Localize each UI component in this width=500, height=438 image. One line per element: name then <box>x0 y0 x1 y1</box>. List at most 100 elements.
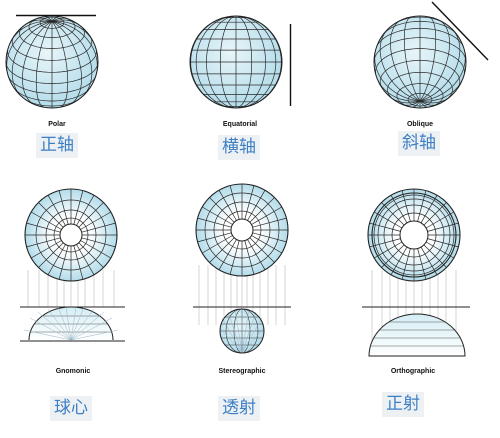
meridian-spoke <box>38 202 64 228</box>
meridian-line <box>403 16 421 102</box>
tangent-plane-line <box>431 1 489 61</box>
label-orthographic: Orthographic <box>390 368 436 375</box>
meridian-spoke <box>202 235 233 254</box>
meridian-line <box>35 21 53 108</box>
meridian-line <box>219 16 237 108</box>
meridian-spoke <box>218 239 237 270</box>
meridian-line <box>11 21 53 98</box>
meridian-line <box>6 21 53 79</box>
meridian-spoke <box>425 241 454 259</box>
meridian-spoke <box>423 202 447 226</box>
meridian-spoke <box>374 211 403 229</box>
meridian-line <box>225 309 259 353</box>
meridian-spoke <box>401 190 411 222</box>
label-polar: Polar <box>48 121 66 128</box>
globe-oblique <box>373 1 489 109</box>
fan-ray <box>70 317 113 341</box>
projection-gnomonic <box>20 188 125 342</box>
label-equatorial-cn: 横轴 <box>218 135 260 160</box>
meridian-line <box>195 16 237 108</box>
meridian-line <box>419 16 437 102</box>
meridian-line <box>390 20 421 102</box>
meridian-spoke <box>252 232 287 243</box>
meridian-spoke <box>249 197 275 223</box>
meridian-line <box>206 16 237 108</box>
meridian-spoke <box>81 237 116 248</box>
meridian-spoke <box>38 242 64 268</box>
meridian-spoke <box>26 237 61 248</box>
meridian-spoke <box>73 190 84 225</box>
meridian-line <box>235 16 277 108</box>
meridian-spoke <box>26 222 61 233</box>
meridian-spoke <box>31 211 62 230</box>
meridian-spoke <box>401 248 411 280</box>
meridian-spoke <box>251 235 282 254</box>
meridian-spoke <box>247 239 266 270</box>
meridian-line <box>233 309 251 353</box>
fan-ray <box>241 311 257 354</box>
meridian-line <box>22 21 53 105</box>
meridian-line <box>419 28 461 102</box>
meridian-spoke <box>197 217 232 228</box>
fan-ray <box>37 311 72 341</box>
label-gnomonic: Gnomonic <box>55 368 91 375</box>
meridian-line <box>419 20 450 102</box>
meridian-spoke <box>369 238 401 248</box>
meridian-line <box>379 28 421 102</box>
meridian-spoke <box>244 240 255 275</box>
fan-ray <box>70 308 95 341</box>
meridian-spoke <box>76 244 95 275</box>
meridian-spoke <box>81 222 116 233</box>
meridian-spoke <box>80 211 111 230</box>
label-oblique-cn: 斜轴 <box>398 131 440 156</box>
label-orthographic-cn: 正射 <box>382 392 424 417</box>
meridian-spoke <box>76 195 95 226</box>
projection-stereographic <box>193 183 291 354</box>
meridian-spoke <box>249 237 275 263</box>
meridian-line <box>51 21 69 108</box>
meridian-line <box>51 21 98 79</box>
meridian-spoke <box>197 232 232 243</box>
label-stereographic: Stereographic <box>218 368 266 375</box>
meridian-spoke <box>417 248 427 280</box>
meridian-spoke <box>58 245 69 280</box>
meridian-spoke <box>209 237 235 263</box>
meridian-spoke <box>427 222 459 232</box>
meridian-spoke <box>425 211 454 229</box>
meridian-spoke <box>381 202 405 226</box>
meridian-spoke <box>247 190 266 221</box>
meridian-spoke <box>390 246 408 275</box>
meridian-spoke <box>423 244 447 268</box>
meridian-line <box>374 47 421 102</box>
fan-ray <box>70 306 77 341</box>
meridian-spoke <box>47 244 66 275</box>
meridian-spoke <box>369 222 401 232</box>
fan-ray <box>65 306 72 341</box>
meridian-line <box>419 77 464 102</box>
meridian-line <box>235 16 266 108</box>
meridian-spoke <box>78 242 104 268</box>
fan-ray <box>241 327 265 354</box>
meridian-spoke <box>209 197 235 223</box>
meridian-spoke <box>420 246 438 275</box>
meridian-spoke <box>58 190 69 225</box>
meridian-spoke <box>218 190 237 221</box>
fan-ray <box>57 306 72 341</box>
globe-equatorial <box>189 15 292 109</box>
meridian-spoke <box>31 240 62 259</box>
fan-ray <box>241 308 250 354</box>
fan-ray <box>221 317 243 354</box>
meridian-spoke <box>80 240 111 259</box>
meridian-spoke <box>252 217 287 228</box>
meridian-spoke <box>202 206 233 225</box>
label-equatorial: Equatorial <box>222 121 258 128</box>
globe-polar <box>5 14 99 109</box>
label-polar-cn: 正轴 <box>36 133 78 158</box>
label-oblique: Oblique <box>406 121 434 128</box>
meridian-line <box>235 16 253 108</box>
meridian-spoke <box>417 190 427 222</box>
meridian-spoke <box>420 195 438 224</box>
projection-orthographic <box>362 188 470 357</box>
label-stereographic-cn: 透射 <box>218 396 260 421</box>
